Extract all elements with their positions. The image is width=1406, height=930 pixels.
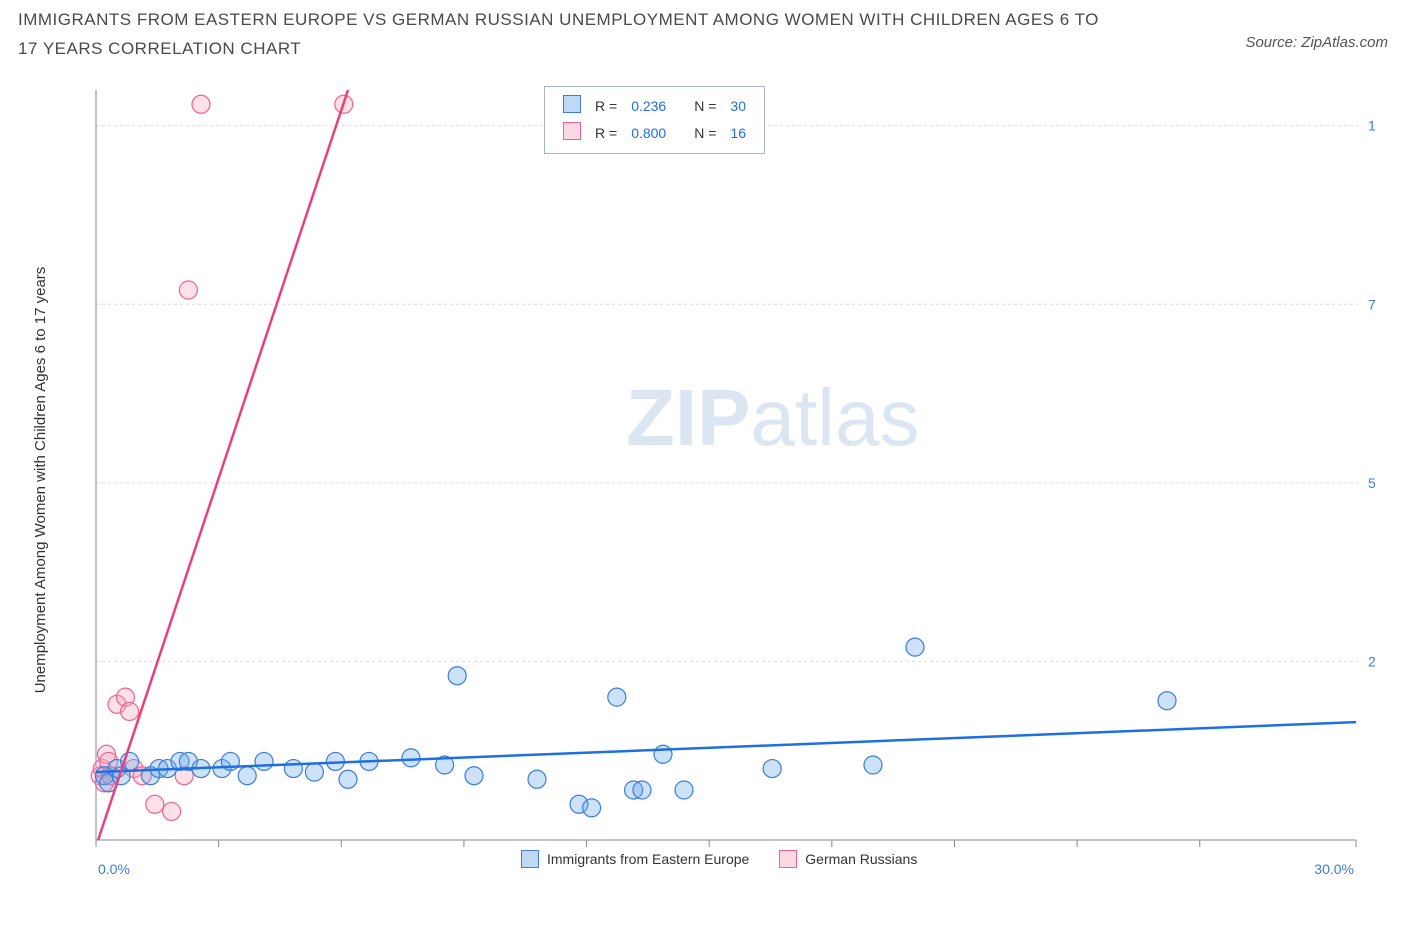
y-tick-label: 75.0% (1368, 296, 1376, 312)
data-point-blue (864, 756, 882, 774)
legend-r-label: R = (589, 93, 623, 118)
data-point-blue (402, 749, 420, 767)
legend-swatch (563, 95, 581, 113)
x-tick-label: 0.0% (98, 861, 130, 877)
y-tick-label: 25.0% (1368, 653, 1376, 669)
chart-title: IMMIGRANTS FROM EASTERN EUROPE VS GERMAN… (18, 6, 1118, 64)
legend-n-value: 30 (724, 93, 752, 118)
data-point-blue (305, 763, 323, 781)
legend-item: Immigrants from Eastern Europe (521, 850, 749, 868)
legend-n-label: N = (688, 120, 722, 145)
data-point-blue (608, 688, 626, 706)
legend-series: Immigrants from Eastern Europe German Rus… (521, 850, 917, 868)
data-point-blue (339, 770, 357, 788)
data-point-blue (633, 781, 651, 799)
header-row: IMMIGRANTS FROM EASTERN EUROPE VS GERMAN… (18, 6, 1388, 64)
legend-item: German Russians (779, 850, 917, 868)
trend-line-pink (98, 90, 348, 840)
legend-n-label: N = (688, 93, 722, 118)
legend-swatch (779, 850, 797, 868)
data-point-blue (465, 767, 483, 785)
scatter-chart-svg: 25.0% 50.0% 75.0% 100.0% 0.0% 30.0% ZIPatlas (86, 80, 1376, 880)
data-point-pink (121, 702, 139, 720)
chart-area: Unemployment Among Women with Children A… (50, 80, 1390, 880)
data-point-blue (583, 799, 601, 817)
legend-label: German Russians (805, 851, 917, 867)
legend-r-label: R = (589, 120, 623, 145)
trend-line-blue (96, 722, 1356, 772)
data-point-blue (255, 752, 273, 770)
y-axis-label: Unemployment Among Women with Children A… (32, 267, 49, 694)
data-point-pink (146, 795, 164, 813)
data-point-blue (654, 745, 672, 763)
legend-r-value: 0.800 (625, 120, 672, 145)
data-point-pink (163, 802, 181, 820)
data-point-blue (763, 760, 781, 778)
data-point-blue (675, 781, 693, 799)
data-point-blue (284, 760, 302, 778)
legend-r-value: 0.236 (625, 93, 672, 118)
watermark: ZIPatlas (626, 373, 919, 462)
data-point-blue (1158, 692, 1176, 710)
legend-swatch (563, 122, 581, 140)
data-point-blue (528, 770, 546, 788)
data-point-blue (906, 638, 924, 656)
data-point-pink (192, 95, 210, 113)
y-tick-label: 50.0% (1368, 475, 1376, 491)
legend-swatch (521, 850, 539, 868)
x-tick-label: 30.0% (1314, 861, 1354, 877)
legend-n-value: 16 (724, 120, 752, 145)
legend-correlation: R =0.236 N =30 R =0.800 N =16 (544, 86, 765, 154)
y-tick-label: 100.0% (1368, 118, 1376, 134)
data-point-blue (448, 667, 466, 685)
legend-label: Immigrants from Eastern Europe (547, 851, 749, 867)
data-point-pink (179, 281, 197, 299)
source-attribution: Source: ZipAtlas.com (1245, 34, 1388, 51)
data-point-blue (238, 767, 256, 785)
